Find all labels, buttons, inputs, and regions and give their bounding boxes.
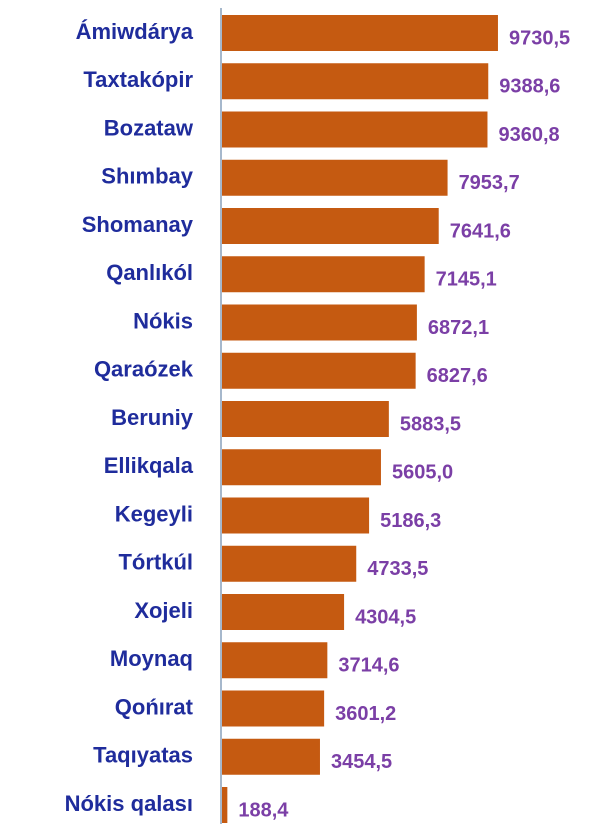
value-label: 3601,2 [335, 703, 396, 725]
bar [222, 545, 357, 582]
category-label: Taxtakópir [83, 67, 193, 92]
value-label: 7641,6 [450, 220, 511, 242]
bar [222, 594, 345, 630]
value-label: 5186,3 [380, 510, 441, 532]
category-label: Ámiwdárya [76, 19, 194, 44]
value-label: 6827,6 [427, 365, 488, 387]
value-label: 5605,0 [392, 462, 453, 484]
bar [222, 352, 416, 389]
bar [222, 449, 381, 486]
value-label: 3454,5 [331, 751, 392, 773]
category-label: Xojeli [134, 598, 193, 623]
bar [222, 304, 417, 341]
bar [222, 787, 228, 823]
bar [222, 208, 439, 244]
category-label: Qaraózek [94, 357, 194, 382]
bar [222, 690, 325, 727]
category-label: Qanlıkól [106, 260, 193, 285]
bar [222, 63, 489, 100]
bar [222, 497, 370, 534]
category-label: Taqıyatas [93, 743, 193, 768]
category-label: Nókis [133, 308, 193, 333]
category-label: Tórtkúl [118, 550, 193, 575]
category-label: Ellikqala [104, 453, 194, 478]
bar [222, 159, 448, 196]
bar [222, 738, 320, 775]
value-label: 188,4 [238, 799, 289, 821]
category-label: Nókis qalası [65, 791, 193, 816]
category-label: Shomanay [82, 212, 194, 237]
category-label: Qońırat [115, 694, 194, 719]
category-label: Shımbay [101, 164, 193, 189]
bar [222, 401, 389, 437]
value-label: 6872,1 [428, 317, 489, 339]
bar [222, 642, 328, 679]
bar [222, 15, 498, 51]
category-label: Bozataw [104, 115, 194, 140]
value-label: 9388,6 [499, 76, 560, 98]
value-label: 9730,5 [509, 27, 570, 49]
value-label: 3714,6 [338, 655, 399, 677]
value-label: 9360,8 [498, 124, 559, 146]
value-label: 7953,7 [459, 172, 520, 194]
category-label: Moynaq [110, 646, 193, 671]
value-label: 4304,5 [355, 606, 416, 628]
bar [222, 111, 488, 148]
category-label: Beruniy [111, 405, 194, 430]
value-label: 5883,5 [400, 413, 461, 435]
bar [222, 256, 425, 293]
value-label: 7145,1 [436, 269, 497, 291]
value-label: 4733,5 [367, 558, 428, 580]
category-label: Kegeyli [115, 501, 193, 526]
